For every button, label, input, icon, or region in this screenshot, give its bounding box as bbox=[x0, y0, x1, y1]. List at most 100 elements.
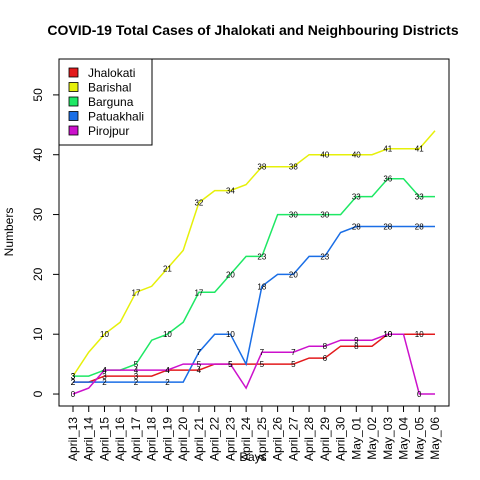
data-label: 0 bbox=[417, 390, 422, 399]
x-tick-label: April_24 bbox=[239, 417, 253, 461]
data-label: 10 bbox=[383, 330, 392, 339]
legend-swatch bbox=[68, 96, 79, 107]
x-tick-label: April_25 bbox=[255, 417, 269, 461]
data-label: 4 bbox=[197, 366, 202, 375]
data-label: 5 bbox=[291, 360, 296, 369]
x-tick-label: April_14 bbox=[82, 417, 96, 461]
data-label: 36 bbox=[383, 175, 392, 184]
chart-title: COVID-19 Total Cases of Jhalokati and Ne… bbox=[47, 22, 458, 38]
legend-label: Patuakhali bbox=[88, 110, 144, 124]
data-label: 4 bbox=[165, 366, 170, 375]
data-label: 8 bbox=[354, 342, 359, 351]
data-label: 3 bbox=[71, 372, 76, 381]
x-tick-label: April_17 bbox=[129, 417, 143, 461]
data-label: 30 bbox=[320, 211, 329, 220]
x-tick-label: April_13 bbox=[66, 417, 80, 461]
x-tick-label: April_22 bbox=[208, 417, 222, 461]
data-label: 30 bbox=[289, 211, 298, 220]
legend-label: Jhalokati bbox=[88, 66, 135, 80]
data-label: 2 bbox=[71, 378, 76, 387]
data-label: 3 bbox=[71, 372, 76, 381]
x-tick-label: April_30 bbox=[334, 417, 348, 461]
data-label: 28 bbox=[352, 223, 361, 232]
data-label: 10 bbox=[100, 330, 109, 339]
y-tick-label: 40 bbox=[31, 148, 45, 162]
data-label: 23 bbox=[257, 252, 266, 261]
data-label: 7 bbox=[291, 348, 296, 357]
x-tick-label: April_15 bbox=[97, 417, 111, 461]
legend-swatch bbox=[68, 67, 79, 78]
x-tick-label: April_23 bbox=[223, 417, 237, 461]
data-label: 38 bbox=[289, 163, 298, 172]
y-axis-title: Numbers bbox=[2, 208, 16, 257]
data-label: 20 bbox=[226, 270, 235, 279]
data-label: 41 bbox=[415, 145, 424, 154]
legend-entry: Barguna bbox=[68, 95, 134, 109]
data-label: 10 bbox=[163, 330, 172, 339]
legend-label: Barguna bbox=[88, 95, 134, 109]
data-label: 10 bbox=[383, 330, 392, 339]
data-label: 28 bbox=[383, 223, 392, 232]
x-tick-label: May_03 bbox=[381, 417, 395, 460]
data-label: 38 bbox=[257, 163, 266, 172]
data-label: 41 bbox=[383, 145, 392, 154]
data-label: 4 bbox=[165, 366, 170, 375]
series-line-pirojpur bbox=[72, 333, 435, 395]
legend-swatch bbox=[68, 111, 79, 121]
x-tick-label: April_16 bbox=[113, 417, 127, 461]
x-tick-label: April_28 bbox=[302, 417, 316, 461]
legend: JhalokatiBarishalBargunaPatuakhaliPirojp… bbox=[58, 58, 153, 146]
legend-entry: Jhalokati bbox=[68, 66, 135, 80]
data-label: 3 bbox=[102, 372, 107, 381]
data-label: 0 bbox=[71, 390, 76, 399]
data-label: 5 bbox=[228, 360, 233, 369]
y-tick-label: 10 bbox=[31, 327, 45, 341]
series-line-jhalokati bbox=[73, 333, 435, 383]
series-line-patuakhali bbox=[73, 225, 435, 383]
x-tick-label: May_04 bbox=[397, 417, 411, 460]
data-label: 5 bbox=[228, 360, 233, 369]
data-label: 10 bbox=[415, 330, 424, 339]
x-tick-label: April_20 bbox=[176, 417, 190, 461]
data-label: 17 bbox=[132, 288, 141, 297]
data-label: 17 bbox=[194, 288, 203, 297]
data-label: 4 bbox=[102, 366, 107, 375]
data-label: 20 bbox=[289, 270, 298, 279]
data-label: 33 bbox=[415, 193, 424, 202]
legend-swatch bbox=[68, 125, 79, 136]
data-label: 10 bbox=[226, 330, 235, 339]
legend-entry: Pirojpur bbox=[68, 124, 129, 138]
data-label: 9 bbox=[354, 336, 359, 345]
legend-label: Pirojpur bbox=[88, 124, 129, 138]
data-label: 4 bbox=[134, 366, 139, 375]
data-label: 5 bbox=[260, 360, 265, 369]
x-tick-label: May_01 bbox=[349, 417, 363, 460]
x-axis-title: Days bbox=[239, 450, 266, 464]
x-axis: April_13 April_14 April_15 April_16 April_17… bbox=[66, 405, 442, 461]
legend-entry: Patuakhali bbox=[68, 110, 144, 124]
y-tick-label: 50 bbox=[31, 88, 45, 102]
y-tick-label: 0 bbox=[31, 390, 45, 397]
data-label: 7 bbox=[260, 348, 265, 357]
data-label: 3 bbox=[134, 372, 139, 381]
data-label: 4 bbox=[102, 366, 107, 375]
legend-entry: Barishal bbox=[68, 81, 131, 95]
y-tick-label: 20 bbox=[31, 267, 45, 281]
x-tick-label: May_06 bbox=[428, 417, 442, 460]
x-tick-label: April_19 bbox=[160, 417, 174, 461]
data-label: 32 bbox=[194, 199, 203, 208]
y-tick-label: 30 bbox=[31, 208, 45, 222]
data-label: 34 bbox=[226, 187, 235, 196]
x-tick-label: May_02 bbox=[365, 417, 379, 460]
series-line-barishal bbox=[72, 130, 436, 377]
data-label: 40 bbox=[320, 151, 329, 160]
legend-swatch bbox=[68, 82, 79, 92]
data-label: 21 bbox=[163, 264, 172, 273]
series-lines bbox=[72, 130, 436, 395]
x-tick-label: April_29 bbox=[318, 417, 332, 461]
data-label: 2 bbox=[71, 378, 76, 387]
data-label: 7 bbox=[197, 348, 202, 357]
data-label: 28 bbox=[415, 223, 424, 232]
